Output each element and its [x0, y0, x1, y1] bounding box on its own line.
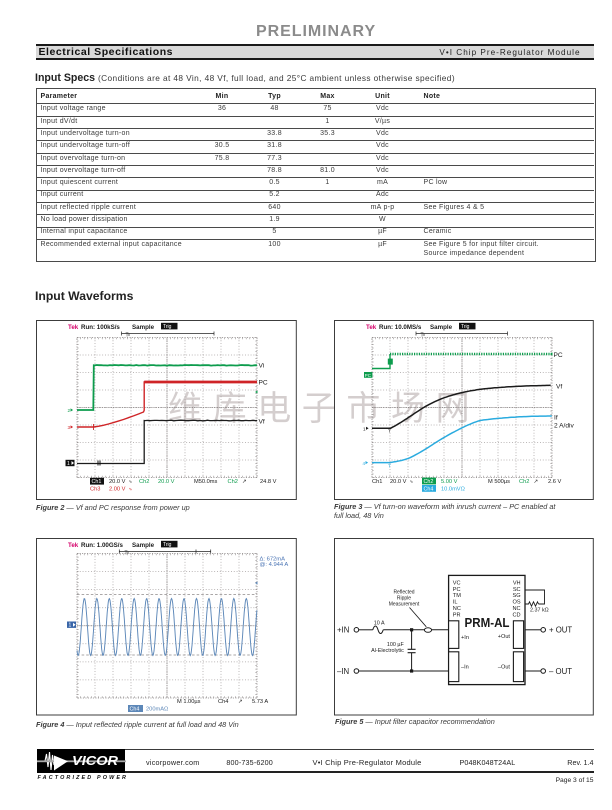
svg-text:Trig: Trig [163, 542, 172, 548]
svg-text:↗: ↗ [242, 479, 247, 485]
svg-text:Vf: Vf [556, 384, 562, 391]
svg-text:PC: PC [554, 352, 563, 359]
svg-text:Ripple: Ripple [397, 596, 411, 602]
svg-text:200mAΩ: 200mAΩ [146, 707, 168, 713]
svg-text:+Out: +Out [498, 634, 511, 640]
svg-text:PC: PC [453, 587, 461, 593]
svg-text:If: If [554, 415, 558, 422]
svg-text:2.00 V: 2.00 V [109, 486, 126, 492]
svg-text:Measurement: Measurement [389, 602, 420, 608]
svg-text:1: 1 [67, 461, 70, 467]
svg-text:M 500µs: M 500µs [488, 479, 510, 485]
svg-text:PC: PC [259, 380, 268, 387]
svg-text:2.37 kΩ: 2.37 kΩ [530, 608, 549, 614]
svg-text:Run: 1.00GS/s: Run: 1.00GS/s [81, 542, 124, 549]
svg-text:10.0mVΩ: 10.0mVΩ [441, 486, 465, 492]
svg-text:NC: NC [513, 606, 521, 612]
svg-text:CD: CD [513, 612, 521, 618]
svg-text:T: T [421, 333, 424, 339]
svg-text:1: 1 [363, 427, 366, 432]
svg-text:Ch4: Ch4 [424, 486, 434, 492]
svg-text:SC: SC [513, 587, 521, 593]
svg-text:IL: IL [453, 600, 458, 606]
svg-text:M50.0ms: M50.0ms [194, 479, 218, 485]
svg-text:2.6 V: 2.6 V [548, 479, 561, 485]
svg-text:PR: PR [453, 612, 461, 618]
svg-text:Vi: Vi [259, 363, 265, 370]
svg-text:OS: OS [513, 600, 521, 606]
svg-text:NC: NC [453, 606, 461, 612]
svg-text:Δ: 672mA: Δ: 672mA [260, 557, 286, 563]
svg-text:Ch1: Ch1 [372, 479, 382, 485]
svg-text:Ch2: Ch2 [424, 479, 434, 485]
svg-text:SG: SG [513, 593, 521, 599]
svg-text:3: 3 [68, 425, 71, 430]
svg-text:Ch4: Ch4 [218, 699, 228, 705]
svg-text:T: T [125, 551, 128, 557]
svg-text:T: T [388, 429, 391, 435]
svg-text:M 1.00µs: M 1.00µs [177, 699, 201, 705]
svg-text:∿: ∿ [129, 479, 133, 484]
svg-text:Ch4: Ch4 [130, 707, 140, 713]
svg-text:Vf: Vf [259, 419, 265, 426]
svg-text:∿: ∿ [129, 486, 133, 491]
svg-text:20.0 V: 20.0 V [109, 479, 126, 485]
svg-text:PRM-AL: PRM-AL [465, 616, 510, 630]
svg-text:20.0 V: 20.0 V [158, 479, 175, 485]
svg-text:5.00 V: 5.00 V [441, 479, 458, 485]
svg-text:2 A/div: 2 A/div [554, 423, 574, 430]
svg-text:Tek: Tek [68, 542, 79, 549]
svg-text:1: 1 [69, 623, 72, 629]
svg-text:↗: ↗ [238, 699, 243, 705]
svg-text:VC: VC [453, 581, 461, 587]
svg-text:Ch2: Ch2 [228, 479, 238, 485]
svg-text:Sample: Sample [430, 324, 453, 331]
svg-text:Trig: Trig [163, 324, 172, 330]
svg-text:Tek: Tek [68, 324, 79, 331]
svg-text:100 µF: 100 µF [387, 642, 405, 648]
svg-text:T: T [388, 464, 391, 470]
svg-text:Trig: Trig [461, 324, 470, 330]
svg-text:–In: –In [461, 665, 469, 671]
svg-text:T: T [126, 333, 129, 339]
svg-text:Run: 100kS/s: Run: 100kS/s [81, 324, 120, 331]
svg-text:Ch2: Ch2 [139, 479, 149, 485]
svg-text:Sample: Sample [132, 542, 155, 549]
svg-text:4: 4 [363, 461, 366, 466]
svg-text:2: 2 [68, 408, 71, 413]
svg-text:10 A: 10 A [374, 621, 385, 627]
svg-text:VICOR: VICOR [72, 753, 119, 768]
svg-text:20.0 V: 20.0 V [390, 479, 407, 485]
svg-text:+In: +In [461, 635, 469, 641]
svg-text:5.73 A: 5.73 A [252, 699, 268, 705]
svg-text:+IN: +IN [337, 626, 349, 635]
svg-text:Run: 10.0MS/s: Run: 10.0MS/s [379, 324, 422, 331]
svg-text:∿: ∿ [410, 479, 414, 484]
svg-text:+ OUT: + OUT [549, 626, 572, 635]
svg-text:– OUT: – OUT [549, 667, 572, 676]
svg-text:Reflected: Reflected [393, 590, 414, 596]
svg-text:Ch2: Ch2 [519, 479, 529, 485]
svg-text:24.8 V: 24.8 V [260, 479, 277, 485]
svg-text:Ch3: Ch3 [90, 486, 100, 492]
svg-text:↗: ↗ [534, 479, 539, 485]
svg-text:@: 4.944 A: @: 4.944 A [260, 562, 289, 568]
svg-text:TM: TM [453, 593, 461, 599]
svg-text:Tek: Tek [366, 324, 377, 331]
svg-text:–Out: –Out [498, 665, 511, 671]
svg-text:VH: VH [513, 581, 521, 587]
svg-text:Sample: Sample [132, 324, 155, 331]
svg-text:PC: PC [365, 373, 371, 378]
svg-text:Al-Electrolytic: Al-Electrolytic [371, 648, 404, 654]
svg-text:Ch1: Ch1 [92, 479, 102, 485]
svg-text:–IN: –IN [337, 667, 349, 676]
